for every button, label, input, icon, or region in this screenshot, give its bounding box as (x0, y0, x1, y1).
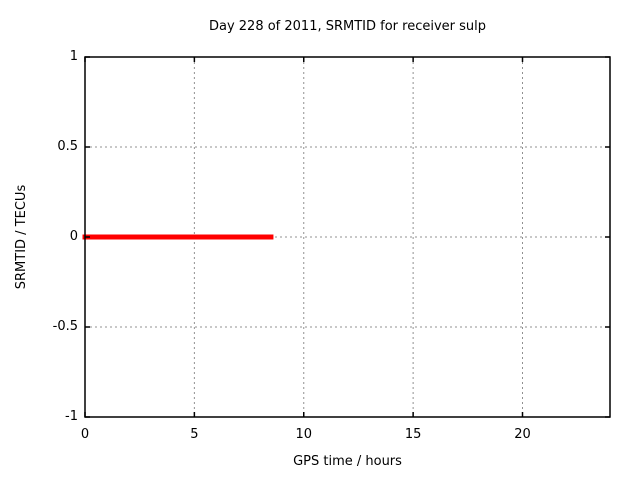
y-tick-label: -0.5 (52, 319, 78, 334)
x-tick-label: 10 (295, 427, 313, 442)
chart-title: Day 228 of 2011, SRMTID for receiver sul… (208, 19, 487, 34)
y-tick-label: 1 (69, 49, 78, 64)
y-tick-label: 0.5 (57, 139, 78, 154)
x-tick-label: 0 (80, 427, 90, 442)
y-tick-label: 0 (69, 229, 78, 244)
y-tick-label: -1 (65, 409, 78, 424)
x-tick-label: 5 (190, 427, 199, 442)
x-tick-label: 20 (514, 427, 531, 442)
x-tick-label: 15 (404, 427, 422, 442)
x-axis-label: GPS time / hours (293, 454, 402, 469)
